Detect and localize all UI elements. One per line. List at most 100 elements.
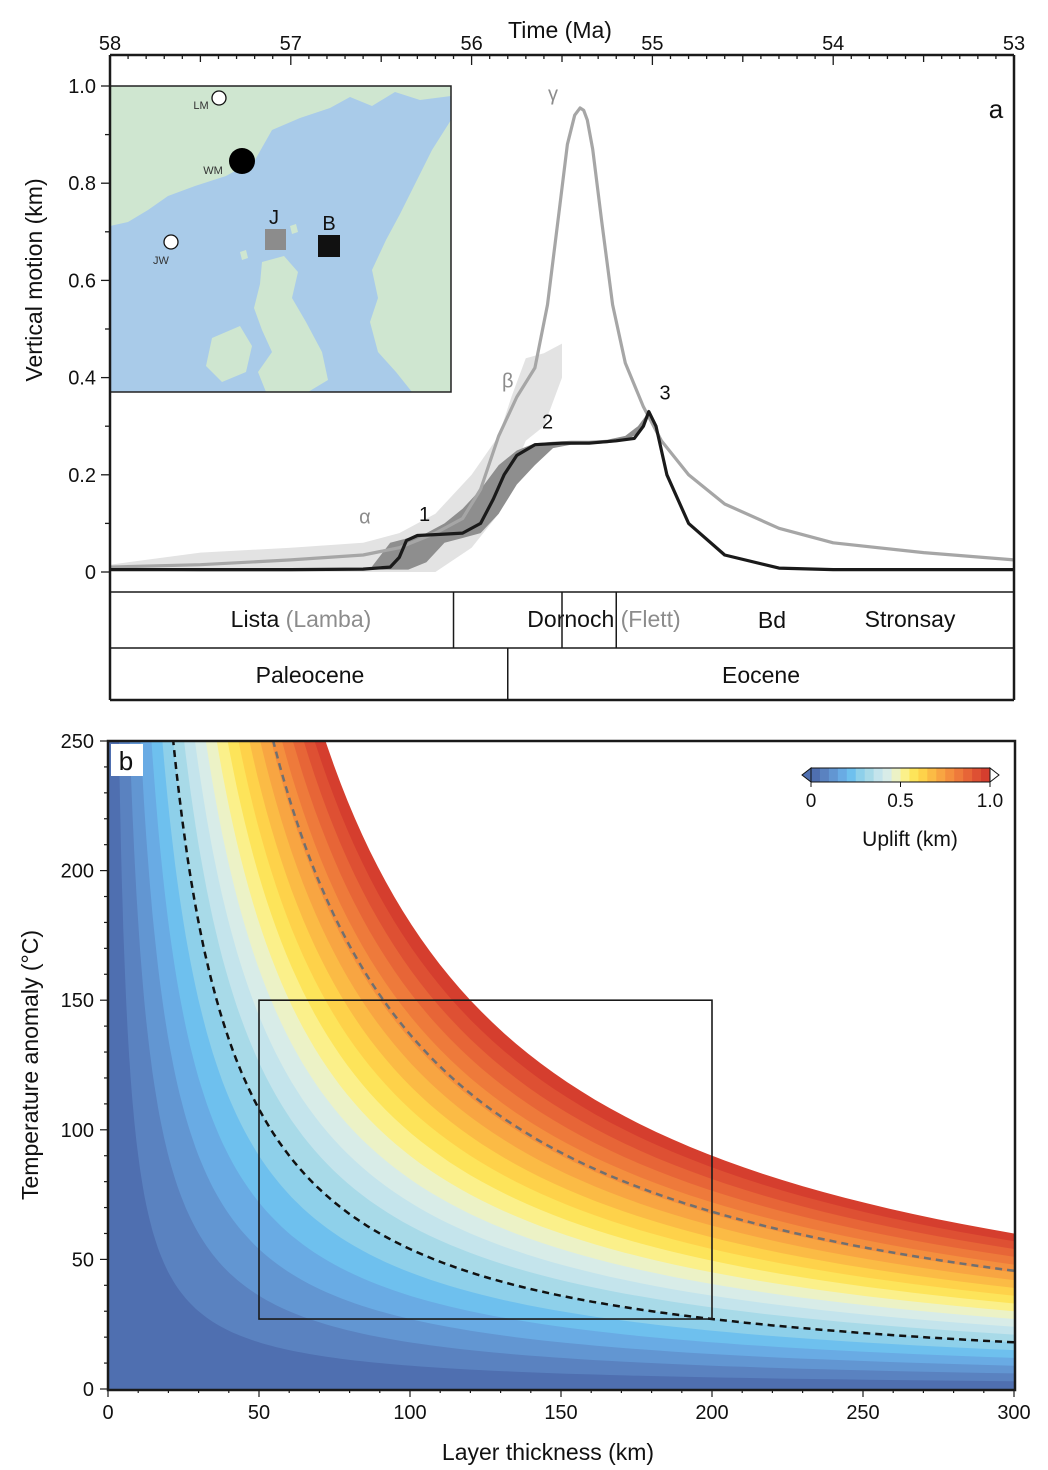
y-tick-label: 100	[61, 1120, 94, 1142]
curve-annotation: 3	[660, 383, 671, 405]
formation-lista: Lista (Lamba)	[231, 606, 372, 632]
inset-map: LM WM JW J B	[109, 85, 452, 393]
panel-b-xlabel: Layer thickness (km)	[442, 1439, 654, 1465]
y-tick-label: 0.2	[68, 465, 96, 487]
colorbar-swatch	[828, 768, 839, 782]
x-tick-label: 100	[393, 1402, 426, 1424]
grey-dashed-contour	[272, 742, 1014, 1273]
site-wm-filled-circle	[229, 148, 255, 174]
colorbar-swatch	[837, 768, 848, 782]
formation-bd: Bd	[758, 607, 786, 633]
colorbar-swatch	[963, 768, 973, 782]
panel-a: Time (Ma) 58 57 56 55 54 53 00.20.40.60.81.0 …	[21, 17, 1025, 702]
panel-a-xlabel: Time (Ma)	[508, 17, 612, 43]
colorbar-swatch	[972, 768, 982, 782]
colorbar: 0 0.5 1.0	[801, 766, 1003, 812]
panel-b-label-bg	[111, 744, 143, 776]
colorbar-swatch	[882, 768, 893, 782]
x-tick-label: 56	[460, 33, 482, 55]
x-tick-label: 250	[846, 1402, 879, 1424]
over-range-area	[325, 742, 1014, 1234]
panel-b-x-ticks: 0 50 100 150 200 250 300	[102, 1389, 1031, 1424]
panel-b-y-ticks: 0 50 100 150 200 250	[61, 731, 108, 1401]
panel-a-label: a	[989, 94, 1004, 124]
uncertainty-band-1	[110, 343, 562, 572]
panel-a-plot-area	[110, 106, 1014, 572]
site-j-label: J	[269, 207, 279, 229]
curve-annotation: 2	[542, 412, 553, 434]
colorbar-swatch	[981, 768, 991, 782]
site-b-black-square	[318, 235, 340, 257]
formation-stronsay: Stronsay	[865, 606, 956, 632]
x-tick-label: 0	[102, 1402, 113, 1424]
colorbar-swatch	[909, 768, 919, 782]
colorbar-swatch	[927, 768, 937, 782]
site-jw-open-circle	[163, 234, 179, 250]
x-tick-label: 57	[280, 33, 302, 55]
curve-annotation: α	[359, 506, 371, 528]
curve-annotation: β	[502, 370, 514, 392]
y-tick-label: 0.6	[68, 270, 96, 292]
colorbar-tick-label: 0.5	[887, 791, 913, 812]
parameter-box	[258, 999, 713, 1320]
site-lm-open-circle	[211, 90, 227, 106]
y-tick-label: 200	[61, 861, 94, 883]
stratigraphy-table: Lista (Lamba) Dornoch (Flett) Bd Stronsa…	[110, 591, 1014, 702]
x-tick-label: 50	[248, 1402, 270, 1424]
black-dashed-contour	[172, 742, 1014, 1344]
colorbar-title: Uplift (km)	[862, 828, 958, 851]
colorbar-swatch	[936, 768, 946, 782]
colorbar-swatch	[864, 768, 875, 782]
x-tick-label: 54	[822, 33, 844, 55]
colorbar-swatch	[873, 768, 884, 782]
y-tick-label: 0	[85, 562, 96, 584]
colorbar-swatch	[918, 768, 928, 782]
epoch-eocene: Eocene	[722, 662, 800, 688]
colorbar-tick-label: 1.0	[977, 791, 1003, 812]
colorbar-swatch	[954, 768, 964, 782]
formation-dornoch: Dornoch (Flett)	[527, 606, 680, 632]
epoch-paleocene: Paleocene	[256, 662, 365, 688]
inset-land-scandinavia	[370, 120, 451, 392]
colorbar-tick-label: 0	[806, 791, 817, 812]
curve-annotation: γ	[548, 84, 558, 106]
panel-b-ylabel: Temperature anomaly (°C)	[17, 930, 43, 1200]
curve-annotation: 1	[419, 504, 430, 526]
colorbar-swatch	[945, 768, 955, 782]
x-tick-label: 55	[641, 33, 663, 55]
x-tick-label: 200	[695, 1402, 728, 1424]
site-b-label: B	[322, 213, 335, 235]
site-lm-label: LM	[193, 100, 208, 112]
panel-a-ylabel: Vertical motion (km)	[21, 178, 47, 381]
panel-a-y-ticks: 0 0.2 0.4 0.6 0.8 1.0	[68, 76, 110, 584]
inset-land-north	[110, 86, 451, 226]
y-tick-label: 0	[83, 1379, 94, 1401]
inset-land-britain	[254, 256, 328, 392]
x-tick-label: 150	[544, 1402, 577, 1424]
inset-land-ireland	[206, 326, 252, 382]
colorbar-swatch	[891, 768, 901, 782]
panel-b-plot-area	[108, 742, 1014, 1389]
colorbar-swatch	[819, 768, 830, 782]
x-tick-label: 53	[1003, 33, 1025, 55]
y-tick-label: 1.0	[68, 76, 96, 98]
site-jw-label: JW	[153, 255, 170, 267]
y-tick-label: 250	[61, 731, 94, 753]
x-tick-label: 58	[99, 33, 121, 55]
x-tick-label: 300	[997, 1402, 1030, 1424]
panel-b: 0 50 100 150 200 250 300 0 50 100 150 200 250 Layer…	[17, 731, 1031, 1465]
y-tick-label: 150	[61, 990, 94, 1012]
y-tick-label: 50	[72, 1249, 94, 1271]
panel-b-label: b	[119, 746, 133, 776]
colorbar-swatch	[846, 768, 857, 782]
panel-a-x-ticks: 58 57 56 55 54 53	[99, 33, 1025, 65]
colorbar-swatch	[855, 768, 866, 782]
y-tick-label: 0.8	[68, 173, 96, 195]
colorbar-swatch	[900, 768, 910, 782]
colorbar-swatch	[811, 768, 821, 782]
site-wm-label: WM	[203, 165, 223, 177]
series-line-1	[110, 410, 1014, 572]
site-j-grey-square	[265, 229, 286, 250]
y-tick-label: 0.4	[68, 368, 96, 390]
